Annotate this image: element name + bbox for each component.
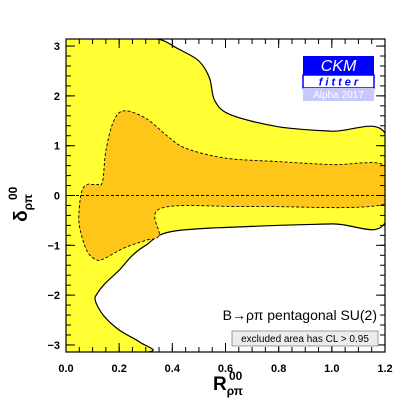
y-tick-label: 2 (54, 91, 60, 103)
region-cl68 (78, 110, 385, 261)
y-axis-title: δρπ (11, 194, 35, 222)
y-tick-label: −2 (47, 290, 60, 302)
x-title-sub: ρπ (227, 384, 243, 398)
x-tick-label: 0.0 (58, 363, 73, 375)
y-axis-title-sup: 00 (6, 186, 20, 200)
logo-fitter-text: fitter (319, 77, 361, 89)
y-tick-label: −1 (47, 240, 60, 252)
axis-ticks: 0.0 0.2 0.4 0.6 0.8 1.0 1.2 −3 −2 −1 0 1 2 3 (47, 39, 393, 375)
logo-ckm-text: CKM (321, 58, 357, 75)
annotation-text: excluded area has CL > 0.95 (241, 334, 369, 345)
ckmfitter-logo: CKM fitter Alpha 2017 (302, 56, 375, 101)
y-tick-label: 3 (54, 41, 60, 53)
x-tick-label: 0.2 (112, 363, 127, 375)
logo-year-text: Alpha 2017 (313, 90, 364, 101)
y-title-main: δ (11, 210, 32, 222)
y-title-sub: ρπ (21, 194, 35, 210)
y-tick-label: 1 (54, 141, 60, 153)
process-label: B→ρπ pentagonal SU(2) (223, 307, 377, 323)
x-tick-label: 0.4 (165, 363, 181, 375)
x-tick-label: 1.2 (377, 363, 392, 375)
logo-top-box (303, 56, 374, 75)
y-tick-label: 0 (54, 191, 60, 203)
y-tick-label: −3 (47, 340, 60, 352)
x-axis-title: Rρπ (213, 374, 243, 398)
x-axis-title-sup: 00 (229, 369, 243, 383)
logo-year-box (303, 88, 374, 101)
x-tick-label: 0.8 (271, 363, 286, 375)
x-tick-label: 1.0 (324, 363, 339, 375)
x-tick-label: 0.6 (218, 363, 233, 375)
annotation-box (231, 330, 379, 347)
x-title-main: R (213, 374, 227, 395)
